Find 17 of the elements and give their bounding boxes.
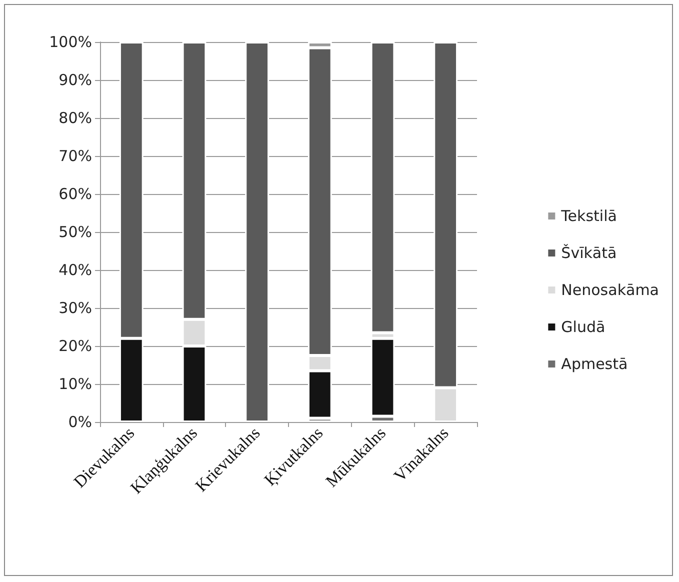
y-tick-label: 80% bbox=[58, 109, 92, 127]
y-tick-label: 60% bbox=[58, 185, 92, 203]
legend-label: Apmestā bbox=[561, 355, 628, 373]
y-tick-label: 0% bbox=[68, 413, 92, 431]
legend-label: Gludā bbox=[561, 318, 606, 336]
y-tick-label: 70% bbox=[58, 147, 92, 165]
y-tick-label: 20% bbox=[58, 337, 92, 355]
y-tick-label: 30% bbox=[58, 299, 92, 317]
y-tick-label: 10% bbox=[58, 375, 92, 393]
y-tick-label: 40% bbox=[58, 261, 92, 279]
y-tick-label: 90% bbox=[58, 71, 92, 89]
bar bbox=[245, 42, 270, 422]
legend-label: Tekstilā bbox=[560, 207, 617, 225]
y-tick-label: 100% bbox=[49, 33, 92, 51]
y-tick-label: 50% bbox=[58, 223, 92, 241]
legend-label: Švīkātā bbox=[561, 244, 617, 262]
legend-label: Nenosakāma bbox=[561, 281, 660, 299]
